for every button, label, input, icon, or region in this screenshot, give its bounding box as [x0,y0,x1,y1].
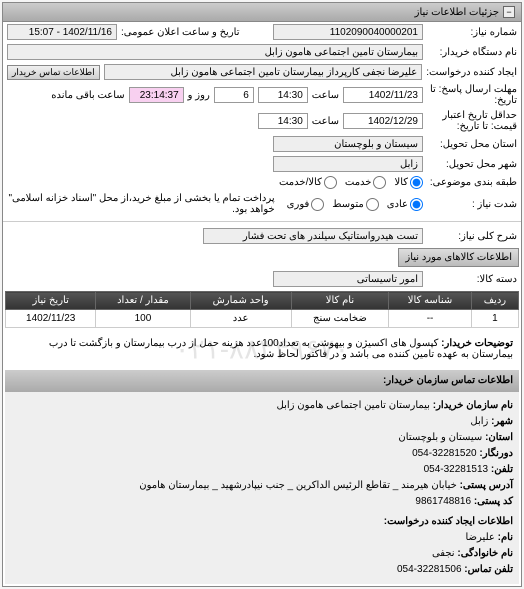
cphone2-label: تلفن تماس: [464,564,513,575]
notes-label: توضیحات خریدار: [441,338,513,349]
desc-label: شرح کلی نیاز: [427,231,517,242]
time-remain-field: 23:14:37 [129,87,184,103]
postal-label: کد پستی: [474,496,513,507]
main-panel: − جزئیات اطلاعات نیاز شماره نیاز: 110209… [2,2,522,587]
cphone-label: تلفن: [491,464,513,475]
province-label: استان محل تحویل: [427,139,517,150]
fax-label: دورنگار: [479,448,513,459]
goods-section-title: اطلاعات کالاهای مورد نیاز [398,248,519,267]
td-qty: 100 [96,310,190,328]
creator-field: علیرضا نجفی کارپرداز بیمارستان تامین اجت… [104,64,423,80]
urg-normal-radio[interactable]: عادی [387,198,423,211]
cat-both-radio[interactable]: کالا/خدمت [279,176,337,189]
td-row: 1 [471,310,518,328]
td-unit: عدد [190,310,291,328]
address-value: خیابان هیرمند _ تقاطع الرئیس الداکرین _ … [139,480,457,491]
th-date: تاریخ نیاز [6,292,96,310]
panel-title: جزئیات اطلاعات نیاز [415,7,499,18]
days-remain-label: روز و [188,90,210,101]
family-label: نام خانوادگی: [457,548,513,559]
family-value: نجفی [432,548,455,559]
validity-label: حداقل تاریخ اعتبارقیمت: تا تاریخ: [427,110,517,132]
td-id: -- [389,310,472,328]
urgency-radio-group: عادی متوسط فوری [287,198,423,211]
buyer-label: نام دستگاه خریدار: [427,47,517,58]
category-label: طبقه بندی موضوعی: [427,177,517,188]
notes-section: ۰۲۱-۸۸۳۴۹۶۷۰ توضیحات خریدار: کپسول های ا… [3,330,521,368]
validity-date-field: 1402/12/29 [343,113,423,129]
urg-urgent-radio[interactable]: فوری [287,198,325,211]
days-remain-field: 6 [214,87,254,103]
fax-value: 32281520-054 [412,448,477,459]
name-value: علیرضا [466,532,495,543]
creator-label: ایجاد کننده درخواست: [426,67,517,78]
validity-time-field: 14:30 [258,113,308,129]
address-label: آدرس پستی: [460,480,513,491]
cphone-value: 32281513-054 [424,464,489,475]
time-label: ساعت [312,90,339,101]
deadline-time-field: 14:30 [258,87,308,103]
org-label: نام سازمان خریدار: [433,400,513,411]
panel-header: − جزئیات اطلاعات نیاز [3,3,521,22]
table-header-row: ردیف شناسه کالا نام کالا واحد شمارش مقدا… [6,292,519,310]
contact-header: اطلاعات تماس سازمان خریدار: [5,370,519,392]
creator-header: اطلاعات ایجاد کننده درخواست: [11,514,513,530]
goods-cat-field: امور تاسیساتی [273,271,423,287]
td-name: ضخامت سنج [291,310,389,328]
payment-note: پرداخت تمام یا بخشی از مبلغ خرید،از محل … [7,193,275,215]
cprovince-label: استان: [485,432,513,443]
desc-field: تست هیدرواستاتیک سیلندر های تحت فشار [203,228,423,244]
city-label: شهر محل تحویل: [427,159,517,170]
th-name: نام کالا [291,292,389,310]
th-qty: مقدار / تعداد [96,292,190,310]
cat-goods-radio[interactable]: کالا [394,176,423,189]
time-label2: ساعت [312,116,339,127]
buyer-field: بیمارستان تامین اجتماعی هامون زابل [7,44,423,60]
postal-value: 9861748816 [415,496,471,507]
province-field: سیستان و بلوچستان [273,136,423,152]
cat-service-radio[interactable]: خدمت [345,176,387,189]
goods-cat-label: دسته کالا: [427,274,517,285]
urg-medium-radio[interactable]: متوسط [332,198,378,211]
req-number-field: 1102090040000201 [273,24,423,40]
deadline-date-field: 1402/11/23 [343,87,423,103]
th-id: شناسه کالا [389,292,472,310]
announce-field: 1402/11/16 - 15:07 [7,24,117,40]
deadline-label: مهلت ارسال پاسخ: تاتاریخ: [427,84,517,106]
urgency-label: شدت نیاز : [427,199,517,210]
collapse-icon[interactable]: − [503,6,515,18]
req-number-label: شماره نیاز: [427,27,517,38]
cphone2-value: 32281506-054 [397,564,462,575]
goods-table: ردیف شناسه کالا نام کالا واحد شمارش مقدا… [5,291,519,328]
ccity-label: شهر: [491,416,513,427]
contact-section: اطلاعات تماس سازمان خریدار: نام سازمان خ… [5,370,519,584]
cprovince-value: سیستان و بلوچستان [398,432,482,443]
city-field: زابل [273,156,423,172]
th-row: ردیف [471,292,518,310]
td-date: 1402/11/23 [6,310,96,328]
category-radio-group: کالا خدمت کالا/خدمت [279,176,423,189]
name-label: نام: [498,532,513,543]
contact-button[interactable]: اطلاعات تماس خریدار [7,65,100,80]
org-value: بیمارستان تامین اجتماعی هامون زابل [277,400,430,411]
time-remain-label: ساعت باقی مانده [51,90,124,101]
ccity-value: زابل [470,416,488,427]
table-row: 1 -- ضخامت سنج عدد 100 1402/11/23 [6,310,519,328]
th-unit: واحد شمارش [190,292,291,310]
announce-label: تاریخ و ساعت اعلان عمومی: [121,27,240,38]
